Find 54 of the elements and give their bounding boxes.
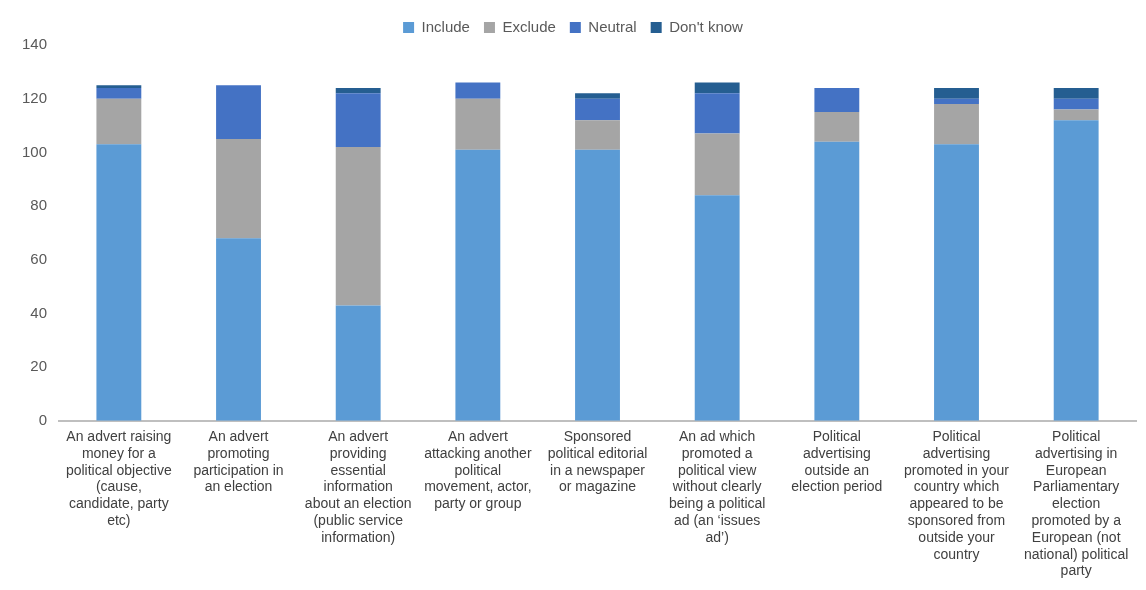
- bar: [216, 85, 261, 139]
- bar: [934, 98, 979, 105]
- bar: [1053, 120, 1099, 421]
- x-tick-label: Political advertising promoted in your country which appeared to be sponsored from outside your country: [903, 428, 1010, 562]
- bar: [694, 82, 740, 94]
- y-tick-label: 40: [30, 303, 48, 321]
- bar: [455, 98, 501, 150]
- bar: [575, 120, 620, 150]
- y-tick-label: 20: [30, 357, 48, 375]
- bar: [335, 87, 381, 94]
- legend-label: Include: [421, 17, 470, 35]
- bar: [694, 133, 740, 196]
- bar: [455, 149, 501, 421]
- bar: [96, 87, 142, 99]
- category-label: Political advertising in European Parliamentary election promoted by a European (not national) political party: [1024, 428, 1129, 579]
- bar: [575, 93, 620, 99]
- bar: [694, 195, 740, 421]
- legend-label: Exclude: [502, 17, 556, 35]
- bar: [216, 138, 261, 239]
- legend-label: Don't know: [669, 17, 744, 35]
- legend-label: Neutral: [588, 17, 637, 35]
- y-tick-label: 100: [22, 142, 48, 160]
- bar: [96, 144, 142, 421]
- bar: [335, 147, 381, 306]
- bar: [575, 149, 620, 421]
- bar: [1053, 109, 1099, 121]
- x-tick-label: An advert providing essential information about an election (public service information): [304, 428, 412, 545]
- y-tick-label: 140: [22, 35, 48, 53]
- x-tick-label: An ad which promoted a political view without clearly being a political ad (an ‘issues ad’): [668, 428, 766, 545]
- bar: [1053, 98, 1099, 110]
- bar: [934, 104, 979, 145]
- x-tick-label: An advert attacking another political movement, actor, party or group: [424, 428, 532, 512]
- bar: [455, 82, 501, 99]
- bar: [96, 85, 142, 88]
- y-tick-label: 120: [22, 88, 48, 106]
- bar: [814, 112, 860, 142]
- bar: [694, 93, 740, 134]
- x-tick-label: An advert raising money for a political objective (cause, candidate, party etc): [65, 428, 172, 529]
- x-tick-label: An advert promoting participation in an election: [193, 428, 284, 495]
- y-tick-label: 80: [30, 196, 48, 214]
- bar: [96, 98, 142, 145]
- bar: [335, 305, 381, 421]
- x-tick-label: Political advertising outside an election period: [791, 428, 883, 495]
- bar: [1053, 87, 1099, 99]
- bar: [934, 144, 979, 421]
- bar: [575, 98, 620, 121]
- bar: [814, 141, 860, 421]
- bar: [216, 238, 261, 421]
- x-tick-label: Sponsored political editorial in a newspaper or magazine: [547, 428, 648, 495]
- y-tick-label: 60: [30, 249, 48, 267]
- bar: [934, 87, 979, 99]
- y-tick-label: 0: [38, 410, 48, 428]
- bar: [335, 93, 381, 147]
- bar: [814, 87, 860, 113]
